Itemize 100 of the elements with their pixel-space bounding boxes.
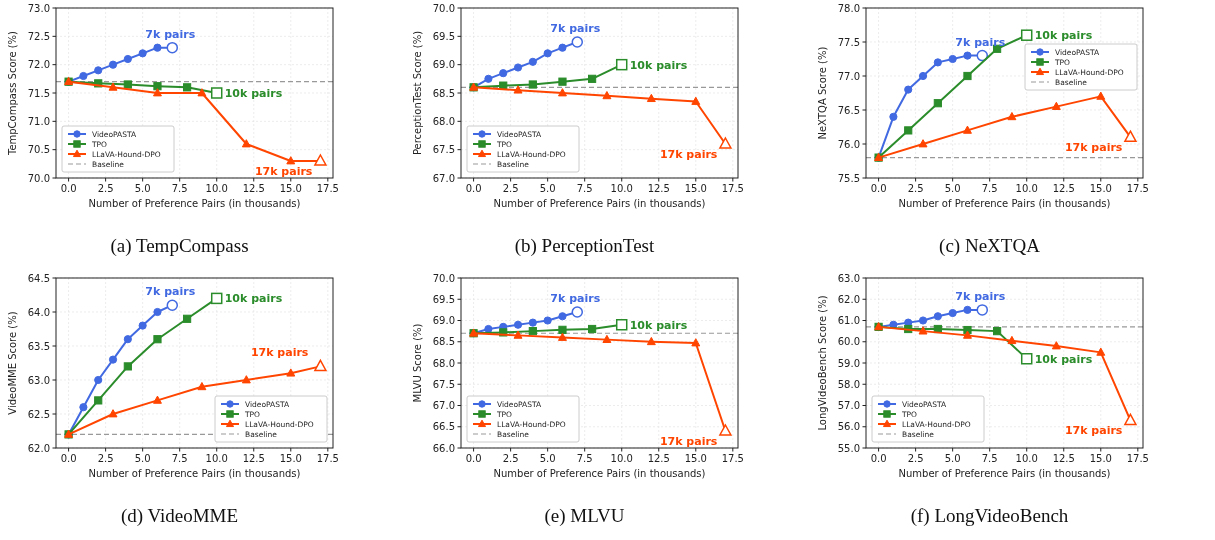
annotation: 17k pairs [250,346,309,360]
y-tick-label: 61.0 [837,315,860,326]
y-tick-label: 76.0 [837,138,860,150]
x-axis-title: Number of Preference Pairs (in thousands) [88,468,301,479]
y-tick-label: 62.5 [27,408,50,420]
annotation: 10k pairs [224,292,283,306]
x-tick-label: 0.0 [465,183,482,194]
x-tick-label: 12.5 [647,183,670,194]
y-tick-label: 70.0 [432,2,455,14]
annotation: 7k pairs [955,35,1006,49]
y-tick-label: 63.0 [837,272,860,284]
y-tick-label: 62.0 [27,442,50,454]
x-tick-label: 12.5 [647,453,670,464]
annotation: 17k pairs [659,435,718,448]
x-tick-label: 5.0 [539,183,556,194]
y-axis-title: MLVU Score (%) [412,323,423,403]
y-tick-label: 67.0 [432,400,455,411]
y-tick-label: 69.5 [432,30,455,42]
annotation: 7k pairs [550,22,601,35]
annotation: 10k pairs [629,58,688,72]
x-tick-label: 17.5 [721,183,744,194]
x-tick-label: 5.0 [134,183,151,194]
x-tick-label: 17.5 [1126,453,1149,464]
y-tick-label: 69.5 [432,293,455,305]
y-tick-label: 70.5 [27,144,50,156]
y-axis-title: NeXTQA Score (%) [817,46,828,140]
x-tick-label: 7.5 [576,183,593,194]
y-tick-label: 70.0 [432,272,455,284]
x-tick-label: 2.5 [907,453,924,464]
x-tick-label: 17.5 [316,183,339,194]
y-tick-label: 73.0 [27,2,50,14]
text: (c) NeXTQA [939,235,1041,257]
x-tick-label: 10.0 [1015,453,1038,464]
x-tick-label: 2.5 [97,183,114,194]
y-tick-label: 77.5 [837,36,860,48]
y-tick-label: 68.5 [432,336,455,348]
y-tick-label: 72.5 [27,30,50,42]
x-tick-label: 10.0 [610,183,633,194]
x-tick-label: 2.5 [502,183,519,194]
x-axis-title: Number of Preference Pairs (in thousands) [493,468,706,479]
x-tick-label: 7.5 [576,453,593,464]
y-tick-label: 71.5 [27,87,50,99]
x-tick-label: 12.5 [242,453,265,464]
y-tick-label: 68.0 [432,115,455,127]
y-tick-label: 68.5 [432,87,455,99]
annotation: 7k pairs [955,289,1006,303]
annotation: 10k pairs [1034,352,1093,366]
annotation: 7k pairs [550,292,601,305]
y-tick-label: 60.0 [837,336,860,348]
annotation: 17k pairs [1064,141,1123,155]
text: (f) LongVideoBench [910,505,1069,527]
y-tick-label: 67.0 [432,172,455,184]
x-axis-title: Number of Preference Pairs (in thousands) [898,468,1111,479]
annotation: 10k pairs [224,87,283,100]
x-tick-label: 0.0 [870,183,887,194]
y-tick-label: 58.0 [837,378,860,390]
y-tick-label: 68.0 [432,357,455,369]
annotation: 17k pairs [1064,424,1123,438]
annotation: 7k pairs [145,27,196,41]
y-tick-label: 55.0 [837,442,860,454]
x-tick-label: 10.0 [205,183,228,194]
x-tick-label: 10.0 [205,453,228,464]
x-tick-label: 15.0 [684,453,707,464]
x-tick-label: 5.0 [944,453,961,464]
y-tick-label: 66.5 [432,421,455,433]
x-tick-label: 10.0 [610,453,633,464]
y-tick-label: 75.5 [837,172,860,184]
annotation: 7k pairs [145,285,196,299]
text: (d) VideoMME [120,505,239,527]
y-tick-label: 64.5 [27,272,50,284]
x-tick-label: 17.5 [1126,183,1149,194]
y-tick-label: 59.0 [837,357,860,369]
annotation: 17k pairs [254,165,313,178]
x-tick-label: 15.0 [279,453,302,464]
x-axis-title: Number of Preference Pairs (in thousands) [88,198,301,209]
y-axis-title: PerceptionTest Score (%) [412,30,423,156]
y-tick-label: 63.5 [27,340,50,352]
y-tick-label: 62.0 [837,293,860,305]
x-tick-label: 7.5 [171,453,188,464]
y-tick-label: 67.5 [432,144,455,156]
x-tick-label: 12.5 [1052,183,1075,194]
x-tick-label: 7.5 [981,183,998,194]
x-tick-label: 15.0 [1089,183,1112,194]
annotation: 10k pairs [629,318,688,332]
y-tick-label: 57.0 [837,400,860,411]
annotation: 10k pairs [1034,29,1093,43]
x-tick-label: 2.5 [97,453,114,464]
x-tick-label: 0.0 [60,453,77,464]
y-tick-label: 70.0 [27,172,50,184]
x-tick-label: 0.0 [465,453,482,464]
x-axis-title: Number of Preference Pairs (in thousands) [493,198,706,209]
y-tick-label: 77.0 [837,70,860,82]
y-tick-label: 63.0 [27,374,50,386]
y-tick-label: 72.0 [27,59,50,71]
y-tick-label: 69.0 [432,315,455,326]
text: (b) PerceptionTest [514,235,655,257]
x-tick-label: 12.5 [1052,453,1075,464]
annotation: 17k pairs [659,148,718,161]
x-tick-label: 2.5 [502,453,519,464]
y-tick-label: 78.0 [837,2,860,14]
